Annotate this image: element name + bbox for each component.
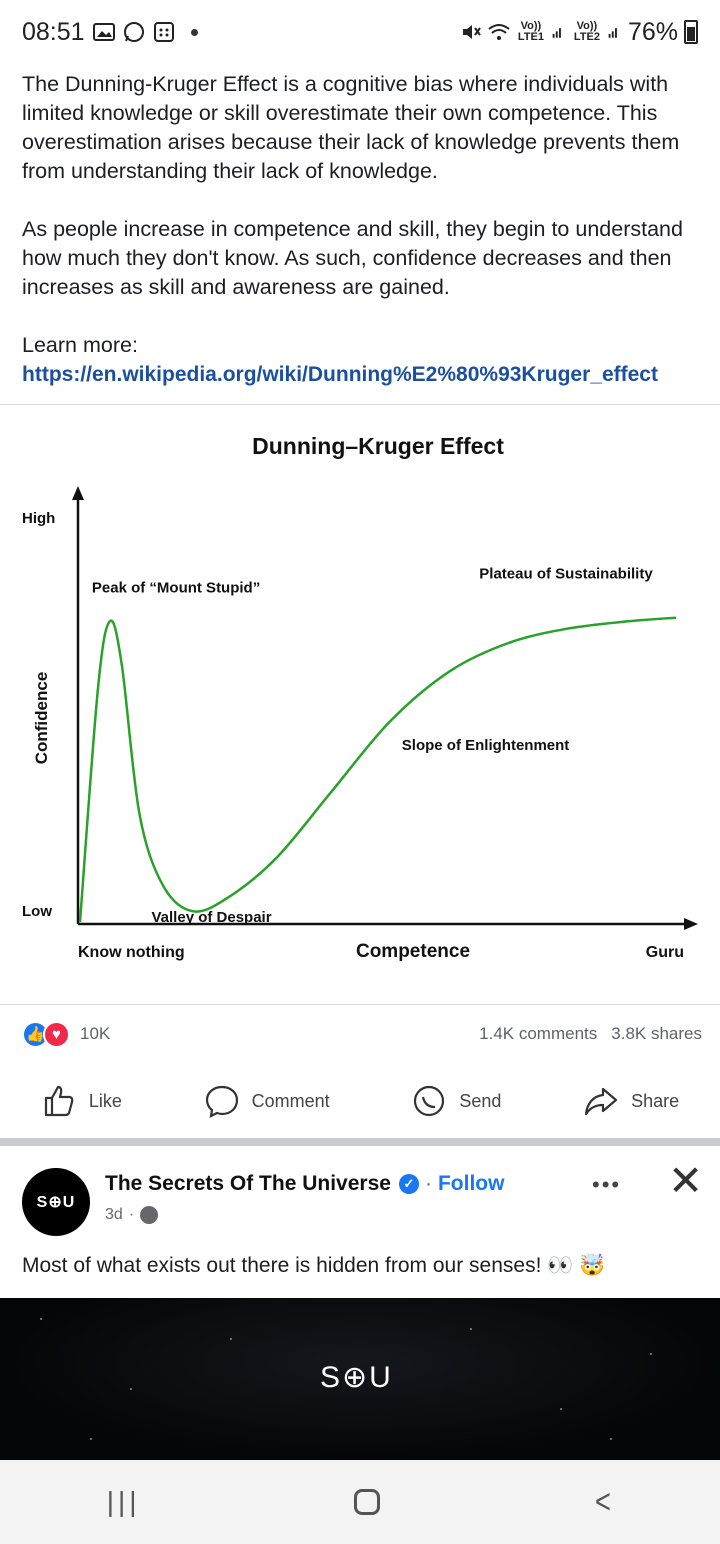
system-navbar: ||| < bbox=[0, 1460, 720, 1544]
star bbox=[40, 1318, 42, 1320]
next-post-header: S⊕U The Secrets Of The Universe ✓ · Foll… bbox=[0, 1146, 720, 1246]
x-axis-label: Competence bbox=[356, 941, 470, 962]
star bbox=[90, 1438, 92, 1440]
back-icon[interactable]: < bbox=[595, 1482, 612, 1521]
annotation-layer: Peak of “Mount Stupid” Valley of Despair S… bbox=[92, 565, 653, 926]
send-label: Send bbox=[459, 1090, 502, 1111]
star bbox=[560, 1408, 562, 1410]
recent-apps-icon[interactable]: ||| bbox=[106, 1486, 141, 1517]
verified-badge-icon: ✓ bbox=[398, 1174, 419, 1194]
separator-dot: · bbox=[128, 1206, 135, 1223]
media-logo: S⊕U bbox=[320, 1361, 393, 1394]
follow-button[interactable]: Follow bbox=[437, 1172, 505, 1195]
page-name[interactable]: The Secrets Of The Universe bbox=[105, 1172, 391, 1195]
notification-dot bbox=[190, 28, 198, 36]
like-label: Like bbox=[88, 1090, 122, 1111]
post-paragraph: As people increase in competence and ski… bbox=[22, 217, 683, 299]
x-tick-guru: Guru bbox=[646, 944, 684, 961]
gallery-icon bbox=[92, 23, 115, 41]
like-reaction-icon: 👍 bbox=[22, 1020, 49, 1048]
chart-annotation: Plateau of Sustainability bbox=[479, 565, 653, 582]
chart-svg: Dunning–Kruger Effect Confidence High Lo… bbox=[22, 433, 698, 962]
comment-label: Comment bbox=[251, 1090, 330, 1111]
chart-annotation: Valley of Despair bbox=[152, 909, 272, 926]
y-tick-low: Low bbox=[22, 903, 52, 920]
comment-bubble-icon bbox=[205, 1085, 238, 1118]
divider bbox=[0, 404, 720, 405]
post-media[interactable]: S⊕U bbox=[0, 1298, 720, 1460]
mute-icon bbox=[462, 25, 481, 39]
reactions-row: 👍 ♥ 10K 1.4K comments 3.8K shares bbox=[22, 1016, 702, 1052]
thumbs-up-icon bbox=[44, 1085, 74, 1117]
x-axis-arrow bbox=[684, 918, 698, 930]
chart-annotation: Peak of “Mount Stupid” bbox=[92, 580, 260, 597]
globe-icon bbox=[140, 1206, 159, 1224]
page-name-row: The Secrets Of The Universe ✓ · Follow bbox=[105, 1172, 504, 1196]
comments-count[interactable]: 1.4K comments bbox=[479, 1024, 598, 1043]
star bbox=[650, 1353, 652, 1355]
battery-icon bbox=[684, 20, 698, 44]
share-button[interactable]: Share bbox=[583, 1083, 679, 1119]
page-avatar[interactable]: S⊕U bbox=[22, 1168, 90, 1236]
divider bbox=[0, 1004, 720, 1005]
y-axis-label: Confidence bbox=[32, 672, 51, 765]
sim2-label: Vo)) LTE2 bbox=[573, 20, 600, 43]
close-icon[interactable]: ✕ bbox=[668, 1157, 704, 1204]
signal-icon bbox=[608, 28, 617, 38]
star bbox=[230, 1338, 232, 1340]
star bbox=[470, 1328, 472, 1330]
post-paragraph: The Dunning-Kruger Effect is a cognitive… bbox=[22, 72, 680, 183]
series-layer bbox=[78, 616, 677, 923]
confidence-curve bbox=[78, 616, 677, 923]
app-notification-icon bbox=[153, 22, 174, 42]
learn-more-label: Learn more: bbox=[22, 333, 138, 357]
star bbox=[610, 1438, 612, 1440]
separator-dot: · bbox=[424, 1172, 432, 1195]
x-tick-know-nothing: Know nothing bbox=[78, 944, 185, 961]
whatsapp-icon bbox=[123, 22, 144, 42]
reaction-count[interactable]: 10K bbox=[80, 1024, 111, 1043]
sim1-label: Vo)) LTE1 bbox=[517, 20, 544, 43]
battery-percent: 76% bbox=[627, 17, 678, 46]
status-bar: 08:51 Vo)) LTE1 Vo)) LTE2 76% bbox=[0, 0, 720, 64]
share-label: Share bbox=[631, 1090, 680, 1111]
star bbox=[130, 1388, 132, 1390]
post-body: The Dunning-Kruger Effect is a cognitive… bbox=[22, 70, 702, 389]
share-arrow-icon bbox=[584, 1087, 618, 1116]
y-tick-high: High bbox=[22, 510, 55, 527]
next-post-text: Most of what exists out there is hidden … bbox=[22, 1254, 606, 1277]
chart-title: Dunning–Kruger Effect bbox=[252, 433, 504, 459]
shares-count[interactable]: 3.8K shares bbox=[611, 1024, 702, 1043]
send-button[interactable]: Send bbox=[411, 1083, 501, 1119]
more-options-icon[interactable]: ••• bbox=[592, 1172, 622, 1197]
love-reaction-icon: ♥ bbox=[43, 1020, 70, 1048]
post-actions: Like Comment Send Share bbox=[0, 1072, 720, 1130]
chart-annotation: Slope of Enlightenment bbox=[402, 737, 570, 754]
post-meta: 3d · bbox=[105, 1206, 159, 1224]
wifi-icon bbox=[488, 24, 510, 40]
signal-icon bbox=[552, 28, 561, 38]
y-axis-arrow bbox=[72, 486, 84, 500]
post-separator bbox=[0, 1138, 720, 1146]
home-icon[interactable] bbox=[353, 1489, 380, 1515]
messenger-icon bbox=[414, 1085, 445, 1117]
clock: 08:51 bbox=[22, 17, 85, 46]
post-time[interactable]: 3d bbox=[105, 1206, 123, 1223]
wikipedia-link[interactable]: https://en.wikipedia.org/wiki/Dunning%E2… bbox=[22, 363, 658, 386]
like-button[interactable]: Like bbox=[41, 1083, 122, 1119]
dunning-kruger-chart[interactable]: Dunning–Kruger Effect Confidence High Lo… bbox=[0, 406, 720, 1004]
reaction-icons[interactable]: 👍 ♥ bbox=[22, 1020, 70, 1048]
comment-button[interactable]: Comment bbox=[204, 1083, 330, 1119]
